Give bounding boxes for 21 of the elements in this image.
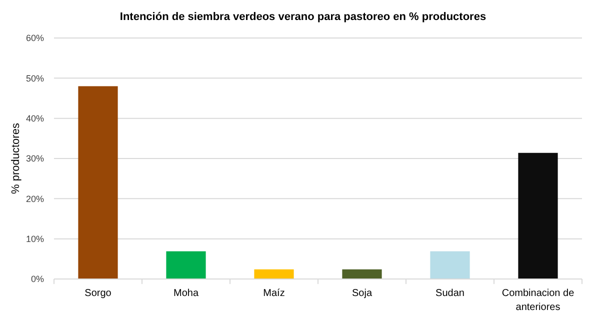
bar [518,152,558,279]
y-tick-label: 30% [26,154,44,164]
x-tick-label: Soja [352,288,372,299]
x-tick-label: Combinacion de anteriores [502,288,575,313]
x-tick-label: Moha [173,288,199,299]
x-tick-label: Maíz [263,288,285,299]
y-tick-label: 10% [26,234,44,244]
y-tick-label: 40% [26,113,44,124]
y-tick-label: 0% [30,274,44,284]
y-tick-label: 20% [26,194,44,204]
bar [166,251,206,279]
bar [430,251,470,279]
y-tick-label: 50% [26,73,44,84]
bar [254,269,294,279]
chart-title: Intención de siembra verdeos verano para pastoreo en % productores [120,11,486,23]
y-tick-label: 60% [26,33,44,44]
y-axis-title: % productores [10,122,22,194]
bar [342,269,382,279]
x-tick-label: Sudan [436,288,464,299]
x-tick-label: Sorgo [84,288,112,299]
bar [78,86,118,279]
